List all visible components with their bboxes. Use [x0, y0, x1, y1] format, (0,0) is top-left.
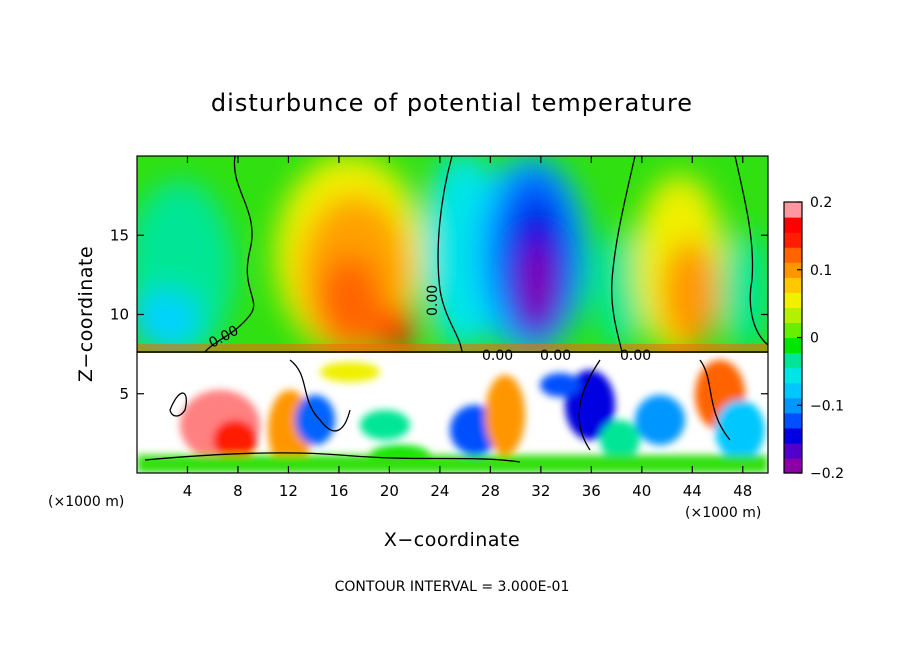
colorbar-tick-label: −0.1: [810, 398, 844, 414]
contour-interval-text: CONTOUR INTERVAL = 3.000E-01: [335, 579, 570, 595]
colorbar-tick-label: 0.2: [810, 195, 832, 211]
colorbar-swatch: [784, 217, 802, 233]
contour-lower-2: [144, 452, 521, 463]
y-axis-label: Z−coordinate: [75, 246, 97, 382]
x-tick-label: 32: [531, 482, 550, 500]
x-axis: 4 8 12 16 20 24 28 32 36 40 44 48: [183, 156, 752, 500]
x-tick-label: 16: [329, 482, 348, 500]
x-unit-label-left: (×1000 m): [48, 494, 124, 510]
x-tick-label: 44: [683, 482, 702, 500]
y-tick-label: 15: [110, 226, 129, 244]
colorbar-swatch: [784, 337, 802, 354]
x-axis-label: X−coordinate: [384, 529, 520, 551]
x-tick-label: 12: [279, 482, 298, 500]
x-tick-label: 24: [430, 482, 449, 500]
contour-label: 0.00: [620, 348, 651, 364]
colorbar-swatch: [784, 457, 802, 474]
x-tick-label: 4: [183, 482, 193, 500]
x-unit-label-right: (×1000 m): [685, 505, 761, 521]
contour-zero-1: [204, 156, 255, 353]
y-axis: 5 10 15: [110, 226, 768, 403]
colorbar-tick-label: −0.2: [810, 466, 844, 482]
colorbar-swatch: [784, 232, 802, 248]
colorbar-swatch: [784, 382, 802, 399]
colorbar-swatch: [784, 427, 802, 444]
colorbar-swatch: [784, 442, 802, 459]
lower-field: [137, 360, 768, 473]
x-tick-label: 28: [481, 482, 500, 500]
x-tick-label: 40: [632, 482, 651, 500]
colorbar-swatch: [784, 292, 802, 308]
plot-area: 0.00 0.00 0.00 0.00 0.00: [137, 156, 768, 473]
colorbar-swatch: [784, 247, 802, 263]
contour-lower-4: [578, 359, 601, 451]
y-tick-label: 10: [110, 306, 129, 324]
y-tick-label: 5: [119, 385, 129, 403]
colorbar: 0.2 0.1 0 −0.1 −0.2: [783, 195, 844, 482]
x-tick-label: 8: [233, 482, 243, 500]
colorbar-swatch: [784, 262, 802, 278]
colorbar-swatch: [784, 367, 802, 384]
inversion-band: [137, 344, 768, 353]
chart-title: disturbunce of potential temperature: [211, 89, 693, 117]
contour-zero-4: [734, 156, 768, 346]
colorbar-tick-label: 0.1: [810, 263, 832, 279]
contour-lower-3: [289, 359, 351, 432]
colorbar-swatch: [784, 277, 802, 293]
contour-zero-3: [611, 156, 636, 353]
x-tick-label: 48: [733, 482, 752, 500]
colorbar-swatch: [784, 412, 802, 429]
upper-field: [137, 156, 768, 360]
x-tick-label: 20: [380, 482, 399, 500]
colorbar-swatch: [784, 397, 802, 414]
colorbar-swatch: [784, 352, 802, 369]
contour-label: 0.00: [482, 348, 513, 364]
contour-lower-1: [169, 392, 187, 417]
contour-label: 0.00: [425, 285, 441, 316]
contour-lower-5: [699, 359, 731, 441]
contour-lines: [137, 156, 768, 463]
colorbar-swatch: [784, 307, 802, 324]
x-tick-label: 36: [582, 482, 601, 500]
contour-label: 0.00: [540, 348, 571, 364]
colorbar-swatch: [784, 202, 802, 218]
colorbar-tick-label: 0: [810, 331, 819, 347]
colorbar-swatch: [784, 322, 802, 339]
contour-zero-2: [437, 156, 463, 353]
